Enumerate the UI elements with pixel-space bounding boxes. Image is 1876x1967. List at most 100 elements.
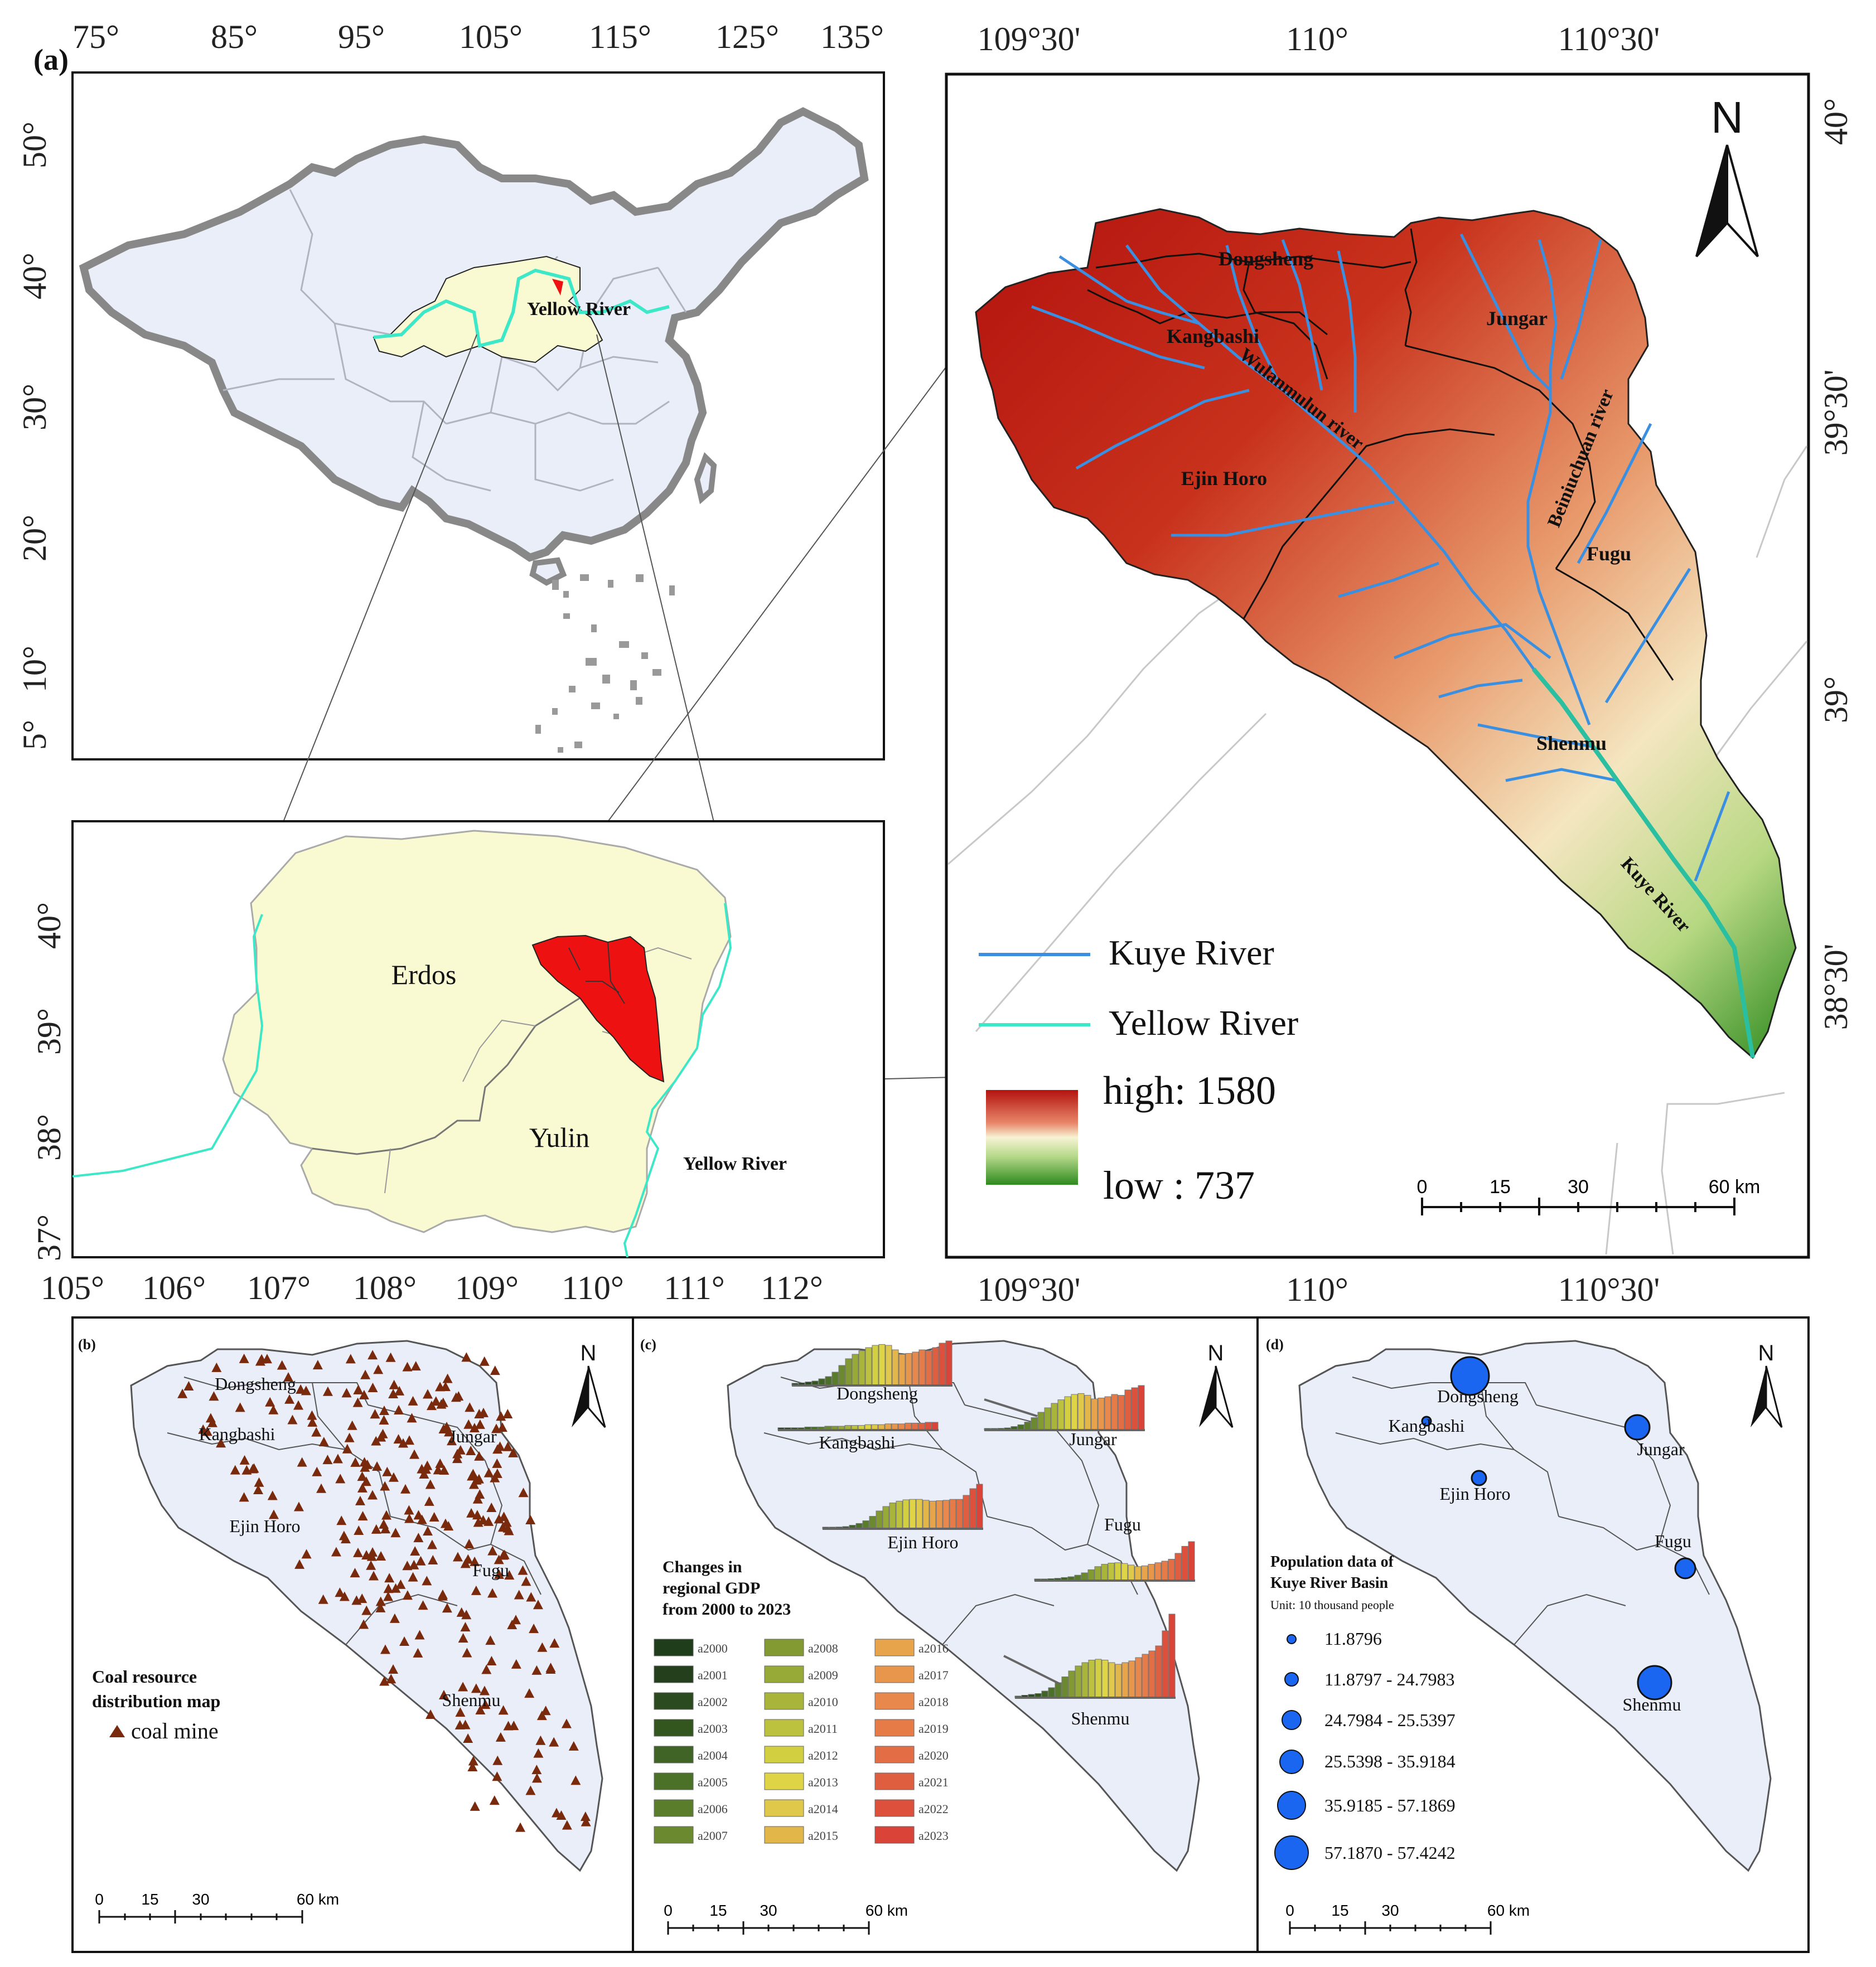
coal-mine-marker [551,1808,562,1818]
gdp-legend-swatch [874,1692,915,1710]
pop-legend-circle-5 [1277,1791,1306,1820]
coal-mine-marker [380,1644,390,1654]
gdp-bar-shenmu [1088,1660,1095,1698]
coal-mine-marker [408,1396,418,1406]
coal-mine-marker [357,1482,368,1493]
gdp-bar-ejin-horo [869,1516,876,1529]
coal-mine-marker [265,1397,275,1407]
gdp-bar-shenmu [1068,1670,1075,1698]
coal-mine-marker [464,1538,475,1548]
basin-label-dongsheng: Dongsheng [1219,248,1313,270]
panel-c-basin-outline [727,1340,1200,1872]
panel-c-title-line2: regional GDP [663,1579,760,1597]
gdp-legend-swatch [874,1826,915,1844]
gdp-legend-label: a2000 [698,1641,728,1655]
gdp-bar-ejin-horo [876,1510,883,1529]
gdp-bar-dongsheng [925,1350,932,1386]
coal-mine-marker [455,1707,466,1717]
legend-yellow-label: Yellow River [1109,1003,1298,1043]
coal-mine-marker [480,1699,491,1709]
coal-mine-marker [389,1379,399,1389]
scale-label-15: 15 [1490,1176,1511,1198]
coal-mine-marker [468,1479,479,1489]
gdp-bar-dongsheng [865,1347,872,1386]
coal-mine-marker [490,1472,500,1482]
coal-mine-marker [483,1467,494,1477]
coal-mine-marker [438,1424,449,1434]
gdp-legend-label: a2001 [698,1668,728,1682]
coal-mine-marker [376,1432,386,1442]
gdp-bar-ejin-horo [969,1488,976,1529]
coal-mine-marker [489,1795,500,1805]
coal-mine-marker [533,1748,544,1758]
coal-mine-marker [568,1741,579,1751]
region-lon-tick-111: 111° [664,1270,725,1306]
coal-mine-marker [294,1559,305,1569]
coal-mine-marker [241,1465,252,1475]
coal-mine-marker [239,1353,249,1363]
gdp-bar-shenmu [1048,1687,1055,1698]
coal-mine-marker [504,1525,514,1535]
gdp-bar-dongsheng [825,1376,832,1386]
coal-mine-marker [404,1513,415,1523]
coal-mine-marker [207,1417,217,1427]
coal-mine-marker [339,1591,350,1601]
panel-b-label-ejin-horo: Ejin Horo [229,1516,300,1536]
gdp-legend-swatch [764,1826,804,1844]
pop-legend-label-4: 25.5398 - 35.9184 [1324,1751,1456,1771]
scale-label-60: 60 km [1709,1176,1761,1198]
basin-place-labels: Dongsheng Jungar Kangbashi Ejin Horo Fug… [1167,248,1631,754]
coal-mine-marker [379,1676,390,1686]
region-lon-tick-108: 108° [353,1270,417,1306]
coal-mine-marker [561,1718,572,1728]
region-label-yulin: Yulin [529,1122,589,1153]
gdp-bar-fugu [1108,1563,1115,1581]
hainan-island [529,557,567,586]
scale-bar-line [1421,1198,1735,1215]
kuye-river-network [1031,233,1754,1058]
gdp-bar-shenmu [1055,1682,1062,1698]
pop-circle-ejin-horo [1471,1470,1487,1486]
taiwan-island [694,452,717,505]
panel-d-label-jungar: Jungar [1637,1439,1685,1459]
coal-mine-marker [439,1465,449,1475]
region-lon-axis: 105° 106° 107° 108° 109° 110° 111° 112° [41,1270,823,1306]
gdp-bar-dongsheng [885,1345,892,1386]
region-inset: Erdos Yulin Yellow River [71,820,885,1258]
coal-mine-marker [355,1495,365,1505]
coal-mine-marker [443,1521,454,1531]
coal-mine-marker [458,1633,468,1643]
panel-b-label-shenmu: Shenmu [442,1690,501,1710]
population-circles [1421,1356,1696,1700]
gdp-legend-swatch [654,1639,694,1656]
gdp-bar-ejin-horo [922,1500,930,1529]
coal-mine-marker [429,1512,439,1522]
gdp-bar-ejin-horo [936,1500,943,1529]
coal-mine-marker [580,1811,591,1821]
coal-mine-marker [209,1391,219,1401]
gdp-bar-shenmu [1128,1660,1135,1698]
basin-lat-axis-right: 40° 39°30' 39° 38°30' [1817,98,1854,1030]
basin-label-ejin-horo: Ejin Horo [1181,467,1267,490]
scale-label-0: 0 [1417,1176,1428,1198]
coal-mine-marker [413,1648,423,1658]
gdp-legend-label: a2012 [808,1748,838,1762]
coal-mine-marker [508,1447,519,1457]
coal-mine-marker [268,1404,279,1414]
coal-mine-marker [472,1494,483,1504]
china-lon-axis-top: 75° 85° 95° 105° 115° 125° 135° [72,18,884,55]
gdp-leader-line [984,1398,1038,1417]
panel-c-title-line1: Changes in [663,1558,742,1576]
coal-mine-marker [366,1551,377,1561]
coal-mine-marker [342,1443,352,1454]
gdp-legend-swatch [874,1639,915,1656]
coal-mine-marker [533,1600,543,1610]
china-lat-tick-40: 40° [16,253,53,299]
gdp-bar-shenmu [1108,1662,1115,1698]
coal-mine-marker [383,1583,394,1593]
pop-circle-dongsheng [1450,1356,1490,1396]
coal-mine-marker [254,1477,264,1487]
basin-right-tick-39: 39° [1817,676,1854,723]
panel-c-label-jungar: Jungar [1069,1429,1117,1449]
